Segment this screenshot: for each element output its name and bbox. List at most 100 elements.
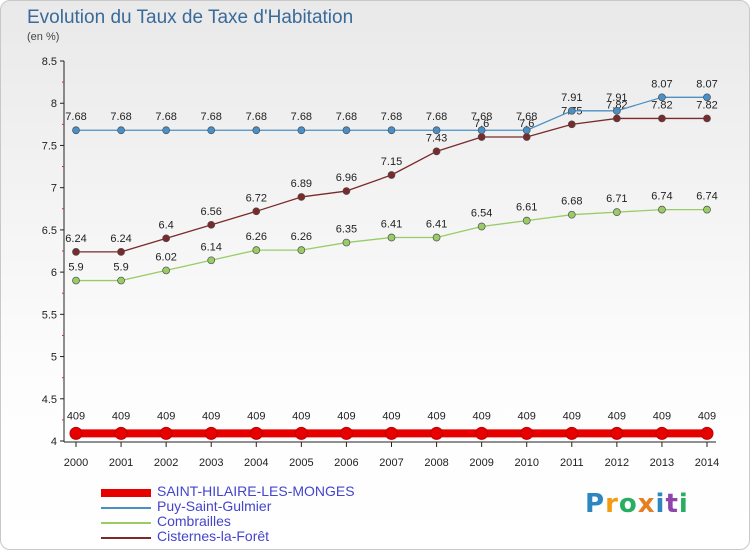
data-point [432,126,441,135]
data-point [117,247,125,256]
data-point [387,126,396,135]
data-point [162,234,170,243]
data-label: 7.68 [471,111,492,123]
data-point [475,426,489,440]
x-tick-label: 2001 [109,457,133,469]
data-label: 7.68 [65,111,86,123]
data-label: 409 [112,410,130,422]
data-point [387,233,396,242]
x-tick-label: 2013 [650,457,674,469]
data-point [342,238,351,247]
legend-label: SAINT-HILAIRE-LES-MONGES [157,483,355,499]
data-point [703,205,711,214]
data-label: 7.68 [201,111,222,123]
logo-letter: x [637,489,656,519]
data-label: 6.41 [381,218,402,230]
data-point [72,247,80,256]
data-label: 8.07 [696,78,717,90]
data-label: 7.15 [381,156,402,168]
data-label: 409 [608,410,626,422]
x-tick-label: 2014 [695,457,719,469]
data-point [117,126,125,135]
series-line [76,117,707,253]
data-label: 7.68 [516,111,537,123]
data-label: 7.91 [561,92,582,104]
data-point [252,207,261,216]
data-label: 409 [202,410,220,422]
x-tick-label: 2005 [289,457,313,469]
data-point [387,171,396,179]
data-label: 409 [247,410,265,422]
data-point [432,147,441,156]
data-label: 409 [67,410,85,422]
data-label: 6.26 [246,231,267,243]
y-tick-label: 5.5 [42,309,57,321]
data-label: 7.82 [651,99,672,111]
data-point [72,126,80,135]
data-point [477,133,486,141]
data-point [162,126,170,135]
data-label: 7.6 [519,118,534,130]
data-label: 6.4 [158,219,173,231]
data-label: 7.82 [606,99,627,111]
x-tick-label: 2010 [514,457,538,469]
y-tick-label: 7.5 [42,140,57,152]
y-tick-label: 7 [51,183,57,195]
data-point [204,426,218,440]
data-point [117,276,125,285]
data-label: 6.61 [516,202,537,214]
data-point [567,106,576,115]
data-point [159,426,173,440]
data-label: 409 [157,410,175,422]
data-point [432,233,441,242]
x-tick-label: 2007 [379,457,403,469]
x-tick-label: 2009 [469,457,493,469]
data-point [342,187,351,195]
chart-subtitle: (en %) [27,31,60,43]
x-tick-label: 2004 [244,457,268,469]
data-point [294,426,308,440]
y-tick-label: 8 [51,98,57,110]
data-label: 6.35 [336,224,357,236]
data-label: 409 [518,410,536,422]
data-label: 5.9 [113,262,128,274]
data-point [249,426,263,440]
data-point [207,220,216,229]
x-tick-label: 2003 [199,457,223,469]
data-label: 5.9 [68,262,83,274]
y-tick-label: 4 [51,436,57,448]
x-tick-label: 2002 [154,457,178,469]
logo-letter: i [655,489,666,519]
legend-label: Puy-Saint-Gulmier [157,498,272,514]
data-label: 6.26 [291,231,312,243]
x-tick-label: 2006 [334,457,358,469]
data-label: 6.02 [155,251,176,263]
data-point [520,426,534,440]
data-point [385,426,398,440]
data-label: 7.68 [426,111,447,123]
data-label: 7.91 [606,92,627,104]
legend-swatch [101,522,151,524]
data-point [207,256,216,265]
data-label: 409 [472,410,490,422]
data-point [613,106,621,115]
data-label: 409 [382,410,400,422]
data-point [567,120,576,129]
data-point [567,210,576,219]
data-point [655,426,669,440]
logo-letter: i [678,489,689,519]
data-label: 6.74 [651,191,672,203]
data-point [613,208,621,217]
y-tick-label: 6.5 [42,225,57,237]
data-label: 6.74 [696,191,717,203]
data-point [703,114,711,123]
data-point [297,246,306,255]
x-tick-label: 2000 [64,457,88,469]
data-label: 6.54 [471,208,492,220]
data-point [342,126,351,135]
logo-letter: r [605,489,619,519]
data-label: 8.07 [651,78,672,90]
data-label: 409 [292,410,310,422]
data-label: 6.56 [201,206,222,218]
legend-label: Cisternes-la-Forêt [157,528,270,544]
